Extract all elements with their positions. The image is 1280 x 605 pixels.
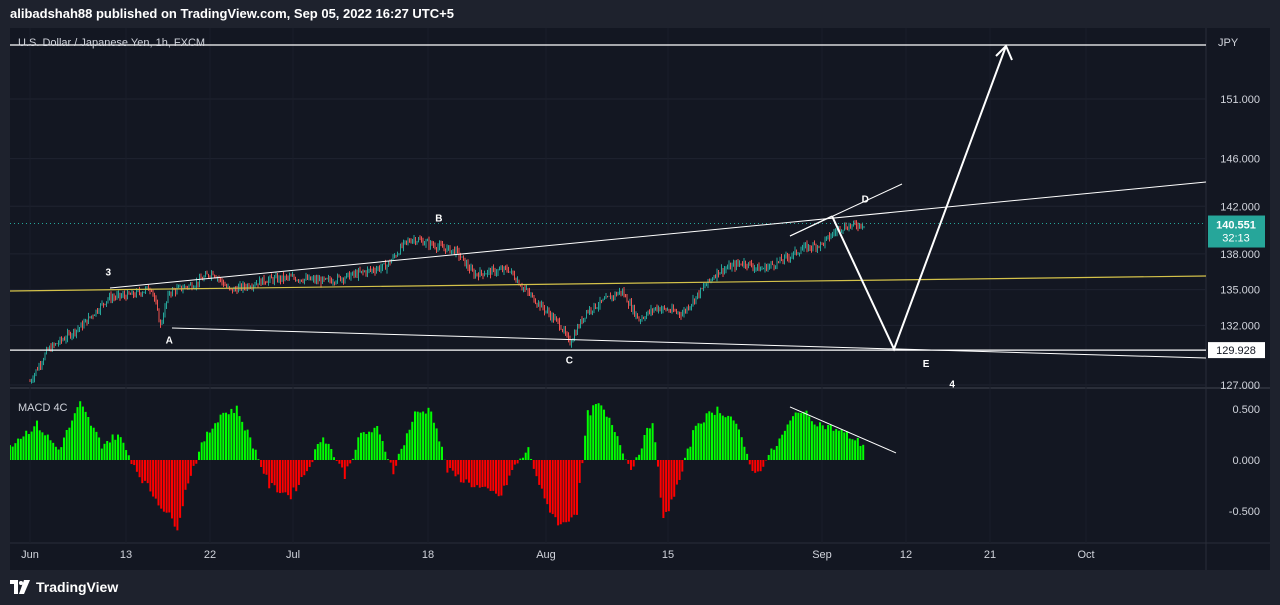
publisher-line: alibadshah88 published on TradingView.co… [10, 6, 454, 21]
time-tick-label: 21 [984, 549, 996, 561]
price-tick-label: 151.000 [1220, 94, 1260, 106]
last-price-value: 140.551 [1216, 220, 1256, 232]
price-tick-label: 135.000 [1220, 285, 1260, 297]
tradingview-logo-icon [10, 580, 30, 594]
macd-tick-label: 0.000 [1232, 455, 1260, 467]
wave-label: C [566, 356, 573, 367]
macd-tick-label: -0.500 [1229, 506, 1260, 518]
grid [10, 28, 1270, 570]
wave-labels: 3ABCDE45 [106, 16, 1017, 390]
drawings [9, 44, 1207, 359]
wave-label: 3 [106, 267, 112, 278]
wave-label: B [435, 214, 442, 225]
time-tick-label: Aug [536, 549, 556, 561]
macd-trendline [789, 406, 897, 454]
time-tick-label: Oct [1077, 549, 1094, 561]
level-badge [1208, 342, 1265, 359]
price-tick-label: 142.000 [1220, 201, 1260, 213]
time-tick-label: 15 [662, 549, 674, 561]
macd-tick-label: 0.500 [1232, 404, 1260, 416]
short-channel-line [789, 215, 833, 237]
projection-arrowhead [995, 44, 1013, 61]
footer-brand: TradingView [36, 579, 119, 595]
time-tick-label: 13 [120, 549, 132, 561]
wave-label: D [862, 195, 869, 206]
macd-title: MACD 4C [18, 402, 68, 414]
lower-trendline [171, 327, 1207, 359]
level-badge-value: 129.928 [1216, 345, 1256, 357]
price-tick-label: 138.000 [1220, 249, 1260, 261]
time-tick-label: Jul [286, 549, 300, 561]
upper-trendline [109, 181, 1207, 289]
macd-histogram [9, 401, 897, 531]
last-price-badge [1208, 215, 1265, 248]
time-tick-label: 18 [422, 549, 434, 561]
wave-label: 4 [949, 379, 955, 390]
projection-path [831, 45, 1007, 352]
yellow-trendline [9, 275, 1207, 292]
chart-svg[interactable]: 3ABCDE45 151.000146.000142.000138.000135… [9, 16, 1270, 570]
chart-title: U.S. Dollar / Japanese Yen, 1h, FXCM [18, 37, 205, 49]
time-tick-label: Jun [21, 549, 39, 561]
price-tick-label: 146.000 [1220, 154, 1260, 166]
wave-label: E [923, 359, 930, 370]
price-tick-label: 127.000 [1220, 380, 1260, 392]
price-series [29, 220, 865, 384]
wave-label: A [166, 335, 173, 346]
countdown-value: 32:13 [1222, 233, 1250, 245]
price-tick-label: 132.000 [1220, 320, 1260, 332]
time-tick-label: 12 [900, 549, 912, 561]
axes: 151.000 146.000 142.000 138.000 135.000 132.0… [21, 94, 1265, 561]
time-tick-label: 22 [204, 549, 216, 561]
chart-area[interactable]: 3ABCDE45 151.000146.000142.000138.000135… [9, 16, 1270, 570]
footer: TradingView [10, 573, 118, 601]
time-tick-label: Sep [812, 549, 832, 561]
currency-label: JPY [1218, 37, 1239, 49]
